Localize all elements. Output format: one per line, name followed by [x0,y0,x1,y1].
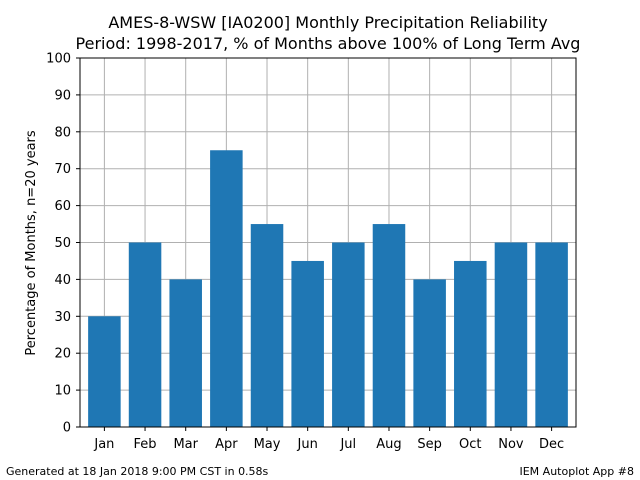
chart-title-line-1: AMES-8-WSW [IA0200] Monthly Precipitatio… [108,13,547,32]
bar-may [250,224,284,427]
y-tick-label: 70 [54,162,71,177]
y-tick-label: 40 [54,273,71,288]
y-tick-label: 90 [54,88,71,103]
y-tick-label: 80 [54,125,71,140]
x-tick-label-nov: Nov [498,437,524,452]
y-tick-label: 10 [54,384,71,399]
bar-jan [88,316,121,427]
bar-oct [454,260,487,427]
bar-dec [535,242,568,427]
x-axis-ticks: Jan Feb Mar Apr May Jun Jul Aug Sep Oct Nov Dec [93,427,564,452]
x-tick-label-aug: Aug [376,437,401,452]
x-tick-label-may: May [254,437,281,452]
bar-mar [169,279,202,427]
x-tick-label-jun: Jun [297,437,318,452]
x-tick-label-dec: Dec [539,437,564,452]
bar-nov [494,242,528,427]
bars [88,150,568,427]
bar-jul [332,242,365,427]
y-tick-label: 50 [54,236,71,251]
x-tick-label-jul: Jul [339,437,356,452]
x-tick-label-jan: Jan [93,437,114,452]
y-tick-label: 20 [54,347,71,362]
chart-title-line-2: Period: 1998-2017, % of Months above 100… [76,34,581,53]
bar-apr [210,150,243,427]
bar-jun [291,260,324,427]
y-tick-label: 0 [63,421,71,436]
y-tick-label: 100 [46,52,71,67]
x-tick-label-apr: Apr [215,437,238,452]
x-tick-label-mar: Mar [173,437,198,452]
x-tick-label-sep: Sep [417,437,442,452]
y-tick-label: 60 [54,199,71,214]
y-axis-label: Percentage of Months, n=20 years [24,130,39,356]
x-tick-label-oct: Oct [459,437,481,452]
footer-generated-text: Generated at 18 Jan 2018 9:00 PM CST in … [6,465,269,478]
y-axis-ticks: 0 10 20 30 40 50 60 70 80 90 100 [46,52,80,436]
footer-app-label: IEM Autoplot App #8 [519,465,634,478]
x-tick-label-feb: Feb [134,437,157,452]
y-tick-label: 30 [54,310,71,325]
bar-sep [413,279,446,427]
bar-aug [372,224,406,427]
bar-feb [128,242,162,427]
